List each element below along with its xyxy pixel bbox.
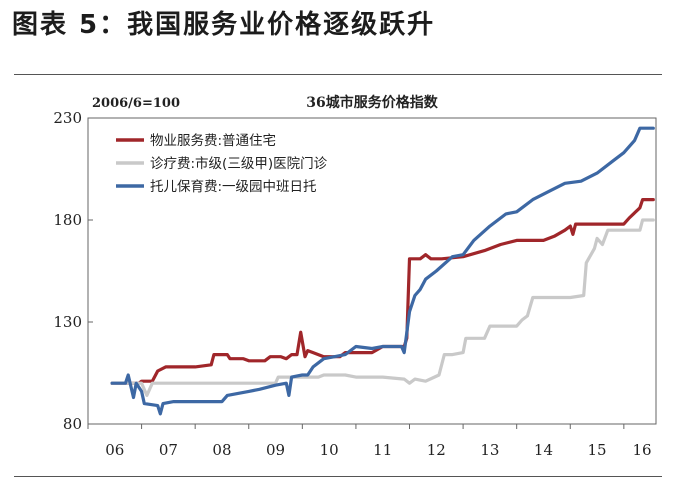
x-tick-label: 12 bbox=[427, 441, 446, 459]
series-line-2 bbox=[110, 218, 655, 397]
bottom-rule bbox=[14, 476, 662, 477]
y-tick-label: 130 bbox=[53, 313, 82, 331]
legend-label-3: 托儿保育费:一级园中班日托 bbox=[150, 179, 317, 195]
y-tick-label: 180 bbox=[53, 211, 82, 229]
legend-label-1: 物业服务费:普通住宅 bbox=[150, 133, 276, 149]
x-tick-label: 07 bbox=[159, 441, 178, 459]
series-line-1 bbox=[110, 198, 655, 385]
y-tick-label: 230 bbox=[53, 109, 82, 127]
x-tick-label: 11 bbox=[373, 441, 392, 459]
plot-area bbox=[87, 117, 657, 425]
y-axis: 80 130 180 230 bbox=[53, 109, 93, 433]
x-tick-label: 13 bbox=[480, 441, 499, 459]
y-tick-label: 80 bbox=[63, 415, 82, 433]
x-tick-label: 08 bbox=[212, 441, 231, 459]
x-tick-label: 15 bbox=[588, 441, 607, 459]
figure-title: 图表 5：我国服务业价格逐级跃升 bbox=[12, 10, 436, 40]
x-axis: 06 07 08 09 10 11 12 13 14 15 16 bbox=[87, 424, 652, 459]
x-tick-label: 06 bbox=[105, 441, 124, 459]
series-line-3 bbox=[110, 126, 655, 416]
x-tick-label: 14 bbox=[534, 441, 553, 459]
legend-label-2: 诊疗费:市级(三级甲)医院门诊 bbox=[150, 155, 328, 172]
x-tick-label: 16 bbox=[632, 441, 651, 459]
top-rule bbox=[14, 74, 662, 75]
chart-title: 36城市服务价格指数 bbox=[306, 94, 438, 111]
x-tick-label: 09 bbox=[266, 441, 285, 459]
series-group bbox=[110, 126, 655, 416]
x-tick-label: 10 bbox=[320, 441, 339, 459]
base-note: 2006/6=100 bbox=[92, 96, 180, 111]
